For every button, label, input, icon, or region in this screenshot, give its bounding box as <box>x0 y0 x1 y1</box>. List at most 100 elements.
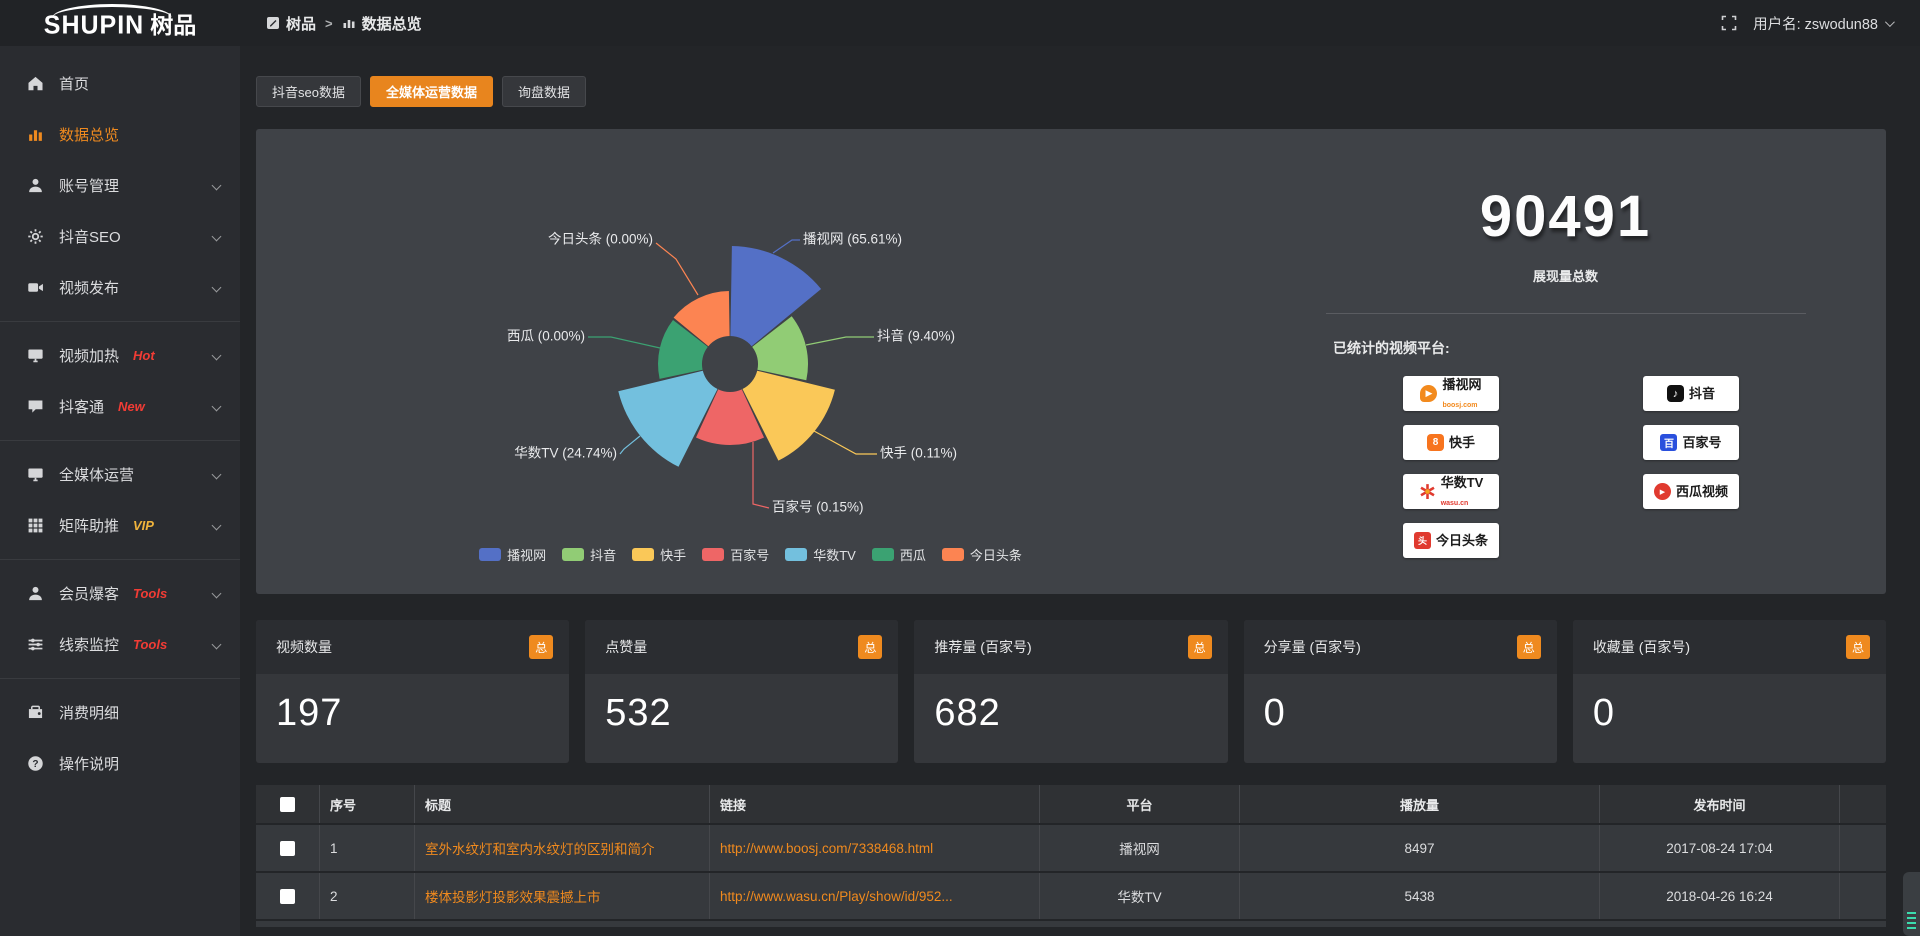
breadcrumb-item-current[interactable]: 数据总览 <box>342 13 422 34</box>
col-header-link: 链接 <box>710 785 1040 823</box>
col-header-title: 标题 <box>415 785 710 823</box>
video-title-link[interactable]: 室外水纹灯和室内水纹灯的区别和简介 <box>425 842 655 857</box>
home-icon <box>28 76 43 91</box>
table-row-clipped <box>256 921 1886 927</box>
wallet-icon <box>28 705 43 719</box>
sidebar-item-label: 操作说明 <box>59 756 120 773</box>
sidebar-item-label: 抖音SEO <box>59 229 121 246</box>
legend-item[interactable]: 今日头条 <box>941 545 1022 564</box>
chevron-down-icon <box>211 639 222 650</box>
tab-omnimedia-data[interactable]: 全媒体运营数据 <box>369 76 493 107</box>
video-url-link[interactable]: http://www.boosj.com/7338468.html <box>720 840 934 856</box>
legend-swatch <box>871 548 894 561</box>
bar-chart-icon <box>343 20 355 28</box>
pie-slice-0[interactable] <box>730 246 822 347</box>
pie-slice-label: 华数TV (24.74%) <box>514 446 617 461</box>
douyin-logo-icon: ♪ <box>1666 385 1684 402</box>
breadcrumb-separator: > <box>325 15 333 31</box>
legend-label: 西瓜 <box>899 548 926 563</box>
sidebar-item-label: 矩阵助推 <box>59 518 120 535</box>
floating-widget[interactable] <box>1903 872 1920 936</box>
sidebar-item-home[interactable]: 首页 <box>0 58 240 109</box>
platform-name: 今日头条 <box>1435 532 1488 548</box>
sidebar-item-matrix-boost[interactable]: 矩阵助推 VIP <box>0 500 240 551</box>
bar-chart-icon <box>29 130 42 141</box>
breadcrumb-item-home[interactable]: 树品 <box>266 13 316 34</box>
pie-slice-3[interactable] <box>696 389 764 445</box>
sidebar-item-member-leads[interactable]: 会员爆客 Tools <box>0 568 240 619</box>
question-circle-icon: ? <box>28 756 43 771</box>
user-icon <box>29 178 42 193</box>
legend-item[interactable]: 华数TV <box>785 545 856 564</box>
sidebar-item-spend-details[interactable]: 消费明细 <box>0 687 240 738</box>
pie-slice-4[interactable] <box>618 370 718 467</box>
legend-item[interactable]: 播视网 <box>479 545 546 564</box>
sidebar-item-label: 首页 <box>59 76 90 93</box>
sidebar: 首页 数据总览 账号管理 抖音SEO 视频发布 视频加热 Hot <box>0 46 240 936</box>
platform-badge-baijiahao: 百 百家号 <box>1643 425 1739 460</box>
table-header-row: 序号 标题 链接 平台 播放量 发布时间 <box>256 785 1886 823</box>
chevron-down-icon <box>211 231 222 242</box>
breadcrumb: 树品 > 数据总览 <box>266 13 422 34</box>
video-url-link[interactable]: http://www.wasu.cn/Play/show/id/952... <box>720 888 953 904</box>
sidebar-item-help[interactable]: ? 操作说明 <box>0 738 240 789</box>
cell-time: 2017-08-24 17:04 <box>1600 825 1840 871</box>
boosj-logo-icon: ▶ <box>1420 385 1438 402</box>
user-menu[interactable]: 用户名: zswodun88 <box>1753 13 1895 34</box>
cell-platform: 播视网 <box>1040 825 1240 871</box>
platform-badge-xigua: ▶ 西瓜视频 <box>1643 474 1739 509</box>
app-logo: SHUPIN 树品 <box>0 4 240 40</box>
sidebar-item-account-mgmt[interactable]: 账号管理 <box>0 160 240 211</box>
legend-swatch <box>632 548 655 561</box>
table-row: 1 室外水纹灯和室内水纹灯的区别和简介 http://www.boosj.com… <box>256 825 1886 871</box>
platform-name: 播视网 <box>1442 376 1482 392</box>
tab-douyin-seo-data[interactable]: 抖音seo数据 <box>256 76 361 107</box>
pie-slice-label: 百家号 (0.15%) <box>772 499 864 515</box>
pie-slice-6[interactable] <box>673 291 730 347</box>
pie-slice-5[interactable] <box>658 320 708 379</box>
video-title-link[interactable]: 楼体投影灯投影效果震撼上市 <box>425 890 601 905</box>
chevron-down-icon <box>1884 16 1895 27</box>
row-checkbox[interactable] <box>280 888 295 904</box>
chevron-down-icon <box>211 588 222 599</box>
xigua-logo-icon: ▶ <box>1653 483 1671 500</box>
total-badge: 总 <box>1846 635 1871 659</box>
stat-value: 532 <box>605 692 672 734</box>
sidebar-item-douyin-seo[interactable]: 抖音SEO <box>0 211 240 262</box>
select-all-checkbox[interactable] <box>280 796 295 812</box>
stat-card-video-count: 视频数量 总 197 <box>256 620 570 763</box>
toutiao-logo-icon: 头 <box>1413 532 1431 549</box>
vip-badge: VIP <box>133 518 154 533</box>
legend-item[interactable]: 百家号 <box>702 545 769 564</box>
sidebar-item-omnimedia[interactable]: 全媒体运营 <box>0 449 240 500</box>
total-impressions-label: 展现量总数 <box>1532 269 1598 284</box>
legend-item[interactable]: 抖音 <box>562 545 616 564</box>
sidebar-item-label: 抖客通 <box>59 399 105 416</box>
sidebar-item-video-publish[interactable]: 视频发布 <box>0 262 240 313</box>
row-checkbox[interactable] <box>280 840 295 856</box>
fullscreen-icon[interactable] <box>1721 15 1737 31</box>
label-leader-line <box>772 239 800 254</box>
legend-label: 播视网 <box>507 548 547 563</box>
sidebar-item-douketong[interactable]: 抖客通 New <box>0 381 240 432</box>
platform-name: 抖音 <box>1688 385 1715 401</box>
legend-item[interactable]: 快手 <box>632 545 686 564</box>
tab-inquiry-data[interactable]: 询盘数据 <box>501 76 586 107</box>
cell-no: 1 <box>320 825 415 871</box>
col-header-time: 发布时间 <box>1600 785 1840 823</box>
summary-panel: 90491 展现量总数 已统计的视频平台: ▶ 播视网 boosj.com ♪ 抖… <box>1245 129 1886 594</box>
sidebar-item-video-heat[interactable]: 视频加热 Hot <box>0 330 240 381</box>
sidebar-item-lead-monitor[interactable]: 线索监控 Tools <box>0 619 240 670</box>
sidebar-divider <box>0 678 240 679</box>
pie-slice-1[interactable] <box>752 316 808 381</box>
total-badge: 总 <box>858 635 883 659</box>
platform-share-chart: 播视网 (65.61%) 抖音 (9.40%) 快手 (0.11%) 百家号 (0.1… <box>256 129 1245 594</box>
sliders-icon <box>28 638 43 651</box>
legend-item[interactable]: 西瓜 <box>871 545 926 564</box>
platform-name: 华数TV <box>1440 474 1484 490</box>
legend-swatch <box>941 548 964 561</box>
pie-slice-2[interactable] <box>742 370 835 461</box>
legend-swatch <box>702 548 725 561</box>
sidebar-item-data-overview[interactable]: 数据总览 <box>0 109 240 160</box>
